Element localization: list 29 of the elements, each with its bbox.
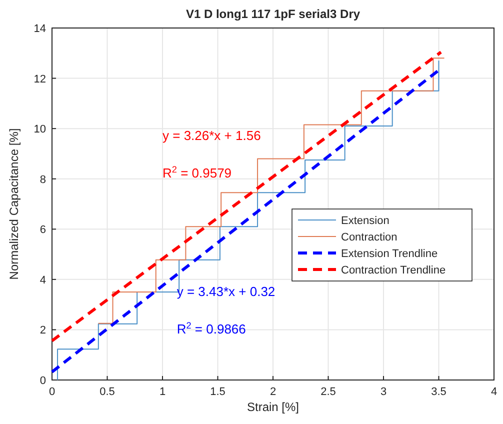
y-tick-label: 4 bbox=[40, 274, 46, 286]
chart-title: V1 D long1 117 1pF serial3 Dry bbox=[186, 7, 360, 21]
y-tick-label: 14 bbox=[34, 23, 46, 35]
x-tick-label: 4 bbox=[490, 386, 498, 398]
x-tick-label: 2 bbox=[270, 386, 276, 398]
legend-label: Contraction Trendline bbox=[341, 264, 446, 276]
annotation: y = 3.26*x + 1.56 bbox=[162, 128, 261, 143]
x-tick-label: 3.5 bbox=[431, 386, 446, 398]
y-tick-label: 6 bbox=[40, 224, 46, 236]
x-tick-label: 0 bbox=[48, 386, 56, 398]
legend-label: Extension Trendline bbox=[341, 248, 438, 260]
x-tick-label: 1.5 bbox=[210, 386, 226, 398]
y-tick-label: 12 bbox=[34, 73, 46, 86]
annotation: y = 3.43*x + 0.32 bbox=[176, 284, 276, 299]
annotation: R$^{2}$ = 0.9579 bbox=[162, 164, 232, 181]
x-tick-label: 1 bbox=[159, 386, 166, 398]
y-tick-label: 10 bbox=[34, 124, 46, 136]
y-axis-title: Normalized Capacitance [%] bbox=[7, 128, 21, 280]
y-tick-label: 0 bbox=[40, 375, 46, 387]
y-tick-label: 8 bbox=[40, 174, 46, 186]
annotation: R$^{2}$ = 0.9866 bbox=[176, 320, 246, 336]
legend-label: Extension bbox=[341, 215, 390, 227]
x-axis-title: Strain [%] bbox=[246, 400, 300, 414]
x-tick-label: 2.5 bbox=[320, 386, 336, 398]
x-tick-label: 3 bbox=[380, 386, 387, 398]
line-series bbox=[98, 58, 445, 324]
x-tick-label: 0.5 bbox=[100, 386, 115, 398]
y-tick-label: 2 bbox=[40, 324, 46, 337]
legend-label: Contraction bbox=[341, 232, 398, 244]
